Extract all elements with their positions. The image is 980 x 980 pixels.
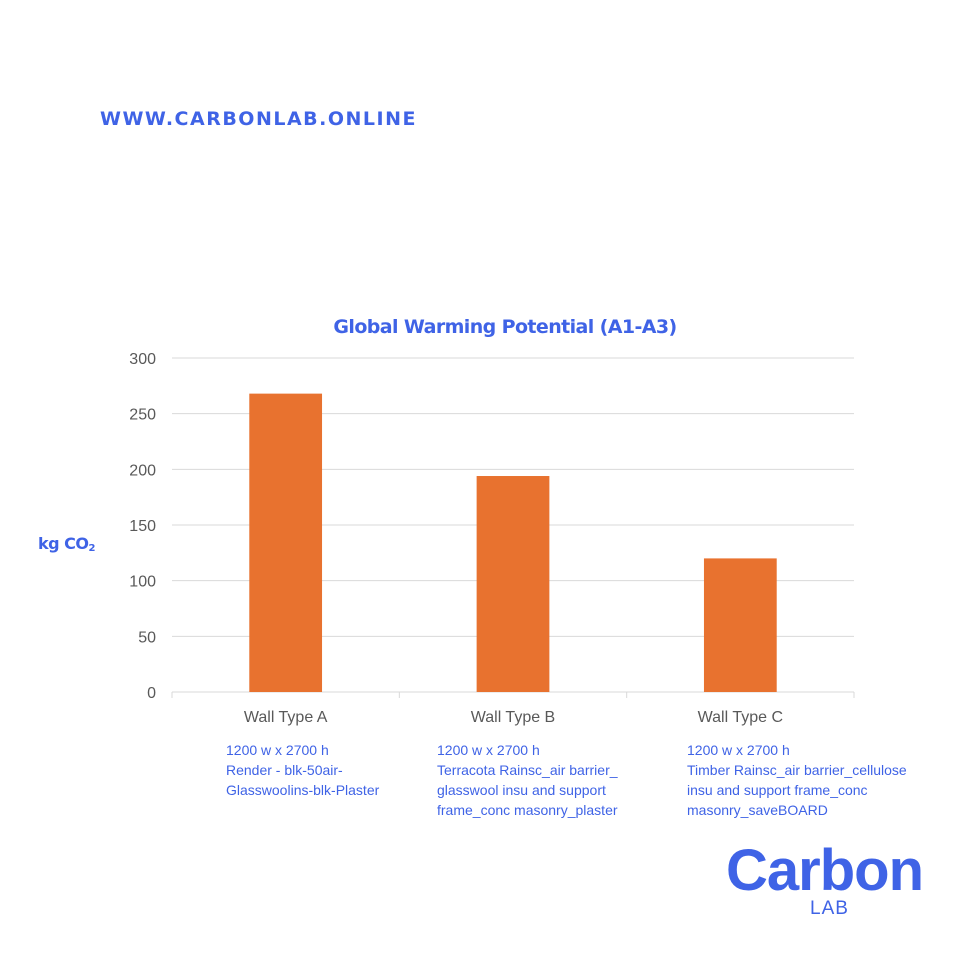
wall-description-line: glasswool insu and support [437, 782, 606, 798]
y-tick-label: 100 [129, 574, 156, 591]
y-tick-label: 0 [147, 685, 156, 702]
y-tick-label: 300 [129, 351, 156, 368]
wall-description-line: Glasswoolins-blk-Plaster [226, 782, 380, 798]
wall-description-line: Timber Rainsc_air barrier_cellulose [687, 762, 907, 778]
y-tick-label: 200 [129, 462, 156, 479]
wall-description-line: masonry_saveBOARD [687, 802, 828, 818]
wall-description-line: Terracota Rainsc_air barrier_ [437, 762, 618, 778]
logo-wordmark: Carbon [726, 838, 924, 903]
wall-description-c: 1200 w x 2700 h Timber Rainsc_air barrie… [687, 740, 907, 820]
bar [476, 476, 550, 692]
chart-title: Global Warming Potential (A1-A3) [333, 316, 677, 338]
wall-description-b: 1200 w x 2700 h Terracota Rainsc_air bar… [437, 740, 618, 820]
wall-description-a: 1200 w x 2700 h Render - blk-50air- Glas… [226, 740, 379, 800]
y-tick-label: 150 [129, 518, 156, 535]
y-axis-label-main: kg CO [38, 534, 89, 553]
site-url[interactable]: WWW.CARBONLAB.ONLINE [100, 108, 417, 130]
bar [703, 558, 777, 692]
y-axis-label-subscript: 2 [88, 543, 96, 554]
x-tick-label: Wall Type A [244, 709, 328, 726]
y-tick-label: 50 [138, 629, 156, 646]
x-tick-label: Wall Type B [471, 709, 555, 726]
x-tick-label: Wall Type C [698, 709, 783, 726]
wall-description-line: frame_conc masonry_plaster [437, 802, 618, 818]
wall-description-line: 1200 w x 2700 h [687, 742, 790, 758]
carbonlab-logo: Carbon LAB [726, 838, 936, 919]
wall-description-line: 1200 w x 2700 h [226, 742, 329, 758]
wall-description-line: 1200 w x 2700 h [437, 742, 540, 758]
logo-sub: LAB [810, 898, 849, 919]
y-axis-label: kg CO2 [38, 534, 96, 554]
wall-description-line: Render - blk-50air- [226, 762, 343, 778]
bar [249, 393, 323, 692]
y-tick-label: 250 [129, 407, 156, 424]
wall-description-line: insu and support frame_conc [687, 782, 868, 798]
